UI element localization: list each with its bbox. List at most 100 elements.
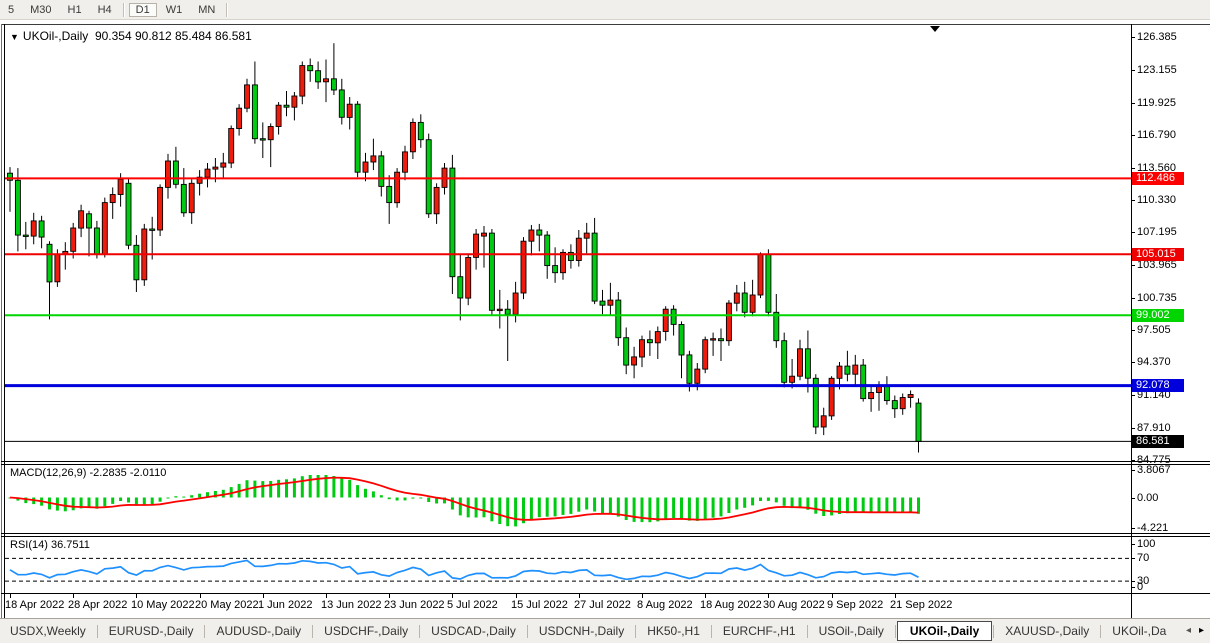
macd-histogram-bar: [427, 497, 431, 502]
candle: [7, 167, 13, 212]
panel-divider[interactable]: [1, 536, 1210, 537]
tab-separator: [419, 624, 421, 638]
date-axis-label[interactable]: 13 Jun 2022: [321, 599, 382, 611]
macd-histogram-bar: [166, 497, 170, 499]
timeframe-button-h4[interactable]: H4: [97, 3, 112, 16]
tab-separator: [312, 624, 314, 638]
candle: [860, 359, 867, 402]
date-axis-label[interactable]: 30 Aug 2022: [763, 599, 825, 611]
tab-separator: [710, 624, 712, 638]
chart-tab-eurusd-daily[interactable]: EURUSD-,Daily: [108, 624, 194, 638]
chart-tab-hk50-h1[interactable]: HK50-,H1: [647, 624, 700, 638]
rsi-indicator-label: RSI(14) 36.7511: [10, 539, 90, 551]
candle: [718, 328, 724, 361]
macd-histogram-bar: [119, 497, 123, 501]
candle: [773, 294, 780, 348]
macd-histogram-bar: [332, 476, 336, 498]
date-axis-label[interactable]: 23 Jun 2022: [384, 599, 445, 611]
candle: [228, 125, 235, 169]
chart-tab-ukoil-daily[interactable]: UKOil-,Daily: [896, 620, 993, 641]
macd-histogram-bar: [695, 497, 699, 521]
timeframe-button-d1[interactable]: D1: [128, 2, 157, 17]
tab-separator: [806, 624, 808, 638]
macd-histogram-bar: [522, 497, 525, 524]
macd-histogram-bar: [111, 497, 115, 504]
panel-divider[interactable]: [1, 464, 1210, 465]
candle: [828, 376, 835, 420]
macd-histogram-bar: [703, 497, 707, 520]
chart-tab-usdx-weekly[interactable]: USDX,Weekly: [10, 624, 86, 638]
date-axis-label[interactable]: 9 Sep 2022: [827, 599, 884, 611]
macd-histogram-bar: [174, 496, 178, 498]
candle: [473, 229, 480, 270]
rsi-tick-dash: [1131, 581, 1135, 582]
panel-divider[interactable]: [1, 593, 1210, 594]
chart-tab-usdchf-daily[interactable]: USDCHF-,Daily: [324, 624, 409, 638]
date-axis-label[interactable]: 18 Aug 2022: [700, 599, 762, 611]
macd-panel[interactable]: [5, 465, 1131, 533]
macd-histogram-bar: [300, 476, 304, 498]
macd-histogram-bar: [443, 497, 446, 504]
macd-histogram-bar: [506, 497, 510, 527]
macd-histogram-bar: [221, 489, 225, 498]
timeframe-button-5[interactable]: 5: [8, 3, 15, 16]
chart-tab-audusd-daily[interactable]: AUDUSD-,Daily: [216, 624, 302, 638]
date-axis-tick: [452, 594, 453, 598]
candle: [386, 175, 393, 224]
chart-tab-usdcnh-daily[interactable]: USDCNH-,Daily: [538, 624, 625, 638]
macd-histogram-bar: [680, 497, 683, 519]
chart-shift-marker-icon[interactable]: [930, 26, 940, 32]
timeframe-button-w1[interactable]: W1: [165, 3, 183, 16]
chart-tab-usoil-daily[interactable]: USOil-,Daily: [818, 624, 884, 638]
price-tick-dash: [1131, 103, 1135, 104]
symbol-dropdown-icon[interactable]: ▼: [10, 32, 19, 42]
price-tick-label: 103.965: [1137, 259, 1177, 271]
chart-tab-usdcad-daily[interactable]: USDCAD-,Daily: [431, 624, 516, 638]
candle: [259, 122, 266, 158]
date-axis-label[interactable]: 1 Jun 2022: [258, 599, 313, 611]
chart-tab-ukoil-da[interactable]: UKOil-,Da: [1112, 624, 1167, 638]
chart-tab-eurchf-h1[interactable]: EURCHF-,H1: [722, 624, 796, 638]
panel-divider[interactable]: [1, 533, 1210, 534]
date-axis-label[interactable]: 5 Jul 2022: [447, 599, 498, 611]
chart-tab-xauusd-daily[interactable]: XAUUSD-,Daily: [1005, 624, 1090, 638]
macd-histogram-bar: [63, 497, 67, 512]
macd-histogram-bar: [127, 497, 130, 503]
candle: [220, 152, 227, 179]
macd-histogram-bar: [917, 497, 920, 514]
candle: [362, 152, 369, 182]
price-tick-label: 97.505: [1137, 324, 1171, 336]
candle: [244, 78, 250, 113]
tab-scroll-left-icon[interactable]: ◂: [1185, 625, 1191, 636]
tab-separator: [993, 624, 995, 638]
date-axis-label[interactable]: 18 Apr 2022: [5, 599, 65, 611]
timeframe-button-m30[interactable]: M30: [30, 3, 52, 16]
tab-scroll-right-icon[interactable]: ▸: [1198, 625, 1204, 636]
panel-divider[interactable]: [1, 461, 1210, 462]
chart-tabs-bar: USDX,Weekly EURUSD-,Daily AUDUSD-,Daily USD…: [0, 619, 1210, 643]
candle: [512, 281, 519, 323]
date-axis-label[interactable]: 8 Aug 2022: [637, 599, 693, 611]
price-chart-panel[interactable]: [5, 25, 1131, 461]
macd-histogram-bar: [324, 475, 328, 498]
date-axis-label[interactable]: 15 Jul 2022: [511, 599, 568, 611]
candle: [733, 284, 740, 312]
date-axis-label[interactable]: 28 Apr 2022: [68, 599, 128, 611]
rsi-panel[interactable]: [5, 537, 1131, 593]
macd-histogram-bar: [632, 497, 636, 522]
price-tick-label: 126.385: [1137, 31, 1177, 43]
date-axis-label[interactable]: 20 May 2022: [195, 599, 259, 611]
price-level-badge: 112.486: [1132, 172, 1184, 185]
macd-histogram-bar: [577, 497, 581, 512]
macd-histogram-bar: [593, 497, 597, 512]
macd-histogram-bar: [735, 497, 739, 510]
date-axis-label[interactable]: 27 Jul 2022: [574, 599, 631, 611]
date-axis-label[interactable]: 10 May 2022: [131, 599, 195, 611]
timeframe-button-h1[interactable]: H1: [67, 3, 82, 16]
macd-histogram-bar: [403, 497, 407, 501]
timeframe-button-mn[interactable]: MN: [198, 3, 216, 16]
price-tick-label: 94.370: [1137, 356, 1171, 368]
date-axis-label[interactable]: 21 Sep 2022: [890, 599, 953, 611]
candle: [725, 300, 732, 346]
rsi-tick-dash: [1131, 587, 1135, 588]
